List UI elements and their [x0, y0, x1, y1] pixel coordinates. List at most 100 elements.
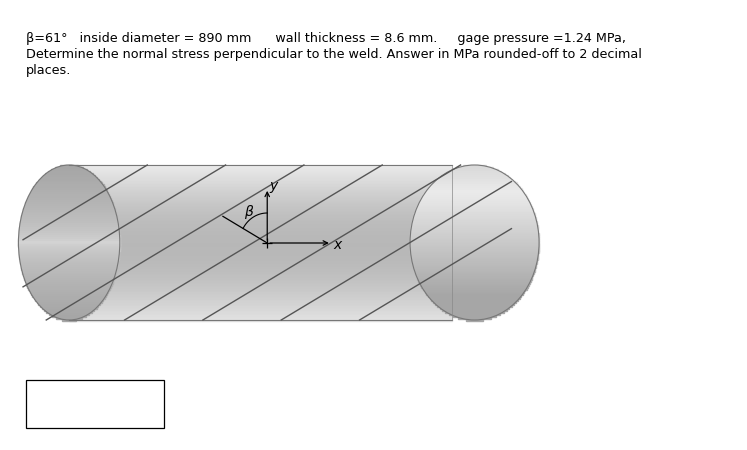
Bar — [466, 318, 483, 320]
Bar — [32, 295, 106, 297]
Bar — [452, 169, 498, 171]
Bar — [416, 210, 533, 212]
Bar — [69, 213, 451, 215]
Bar — [458, 316, 492, 319]
Bar — [430, 297, 520, 299]
Bar — [69, 266, 451, 268]
Bar — [31, 190, 108, 193]
Bar — [69, 281, 451, 284]
Bar — [69, 185, 451, 187]
Bar — [19, 241, 120, 243]
Bar — [414, 216, 536, 218]
Bar — [441, 175, 507, 177]
Bar — [29, 289, 109, 292]
Bar — [69, 241, 451, 243]
Bar — [40, 305, 99, 307]
Bar — [19, 231, 120, 233]
Bar — [22, 268, 117, 270]
Bar — [69, 171, 451, 173]
Bar — [69, 294, 451, 296]
Bar — [410, 233, 539, 235]
Bar — [412, 260, 537, 262]
Bar — [20, 260, 118, 262]
Bar — [19, 225, 119, 228]
Bar — [437, 305, 512, 307]
Bar — [69, 180, 451, 183]
Bar — [24, 277, 114, 280]
Bar — [69, 260, 451, 261]
Bar — [36, 182, 102, 185]
Bar — [69, 314, 451, 316]
Bar — [69, 284, 451, 286]
Bar — [435, 302, 514, 305]
Bar — [69, 278, 451, 280]
Bar — [69, 252, 451, 254]
Bar — [22, 271, 116, 274]
Bar — [30, 291, 108, 293]
Bar — [418, 277, 532, 280]
Bar — [69, 204, 451, 206]
Bar — [410, 248, 539, 251]
Bar — [421, 283, 529, 286]
Bar — [433, 182, 516, 185]
Bar — [29, 194, 109, 197]
Bar — [69, 227, 451, 229]
Bar — [20, 262, 118, 264]
Bar — [69, 269, 451, 271]
Bar — [69, 219, 451, 221]
Bar — [447, 171, 501, 173]
Bar — [412, 225, 538, 228]
Bar — [411, 254, 538, 256]
Bar — [69, 261, 451, 263]
Bar — [69, 300, 451, 302]
Bar — [412, 223, 537, 225]
Bar — [69, 295, 451, 297]
Bar — [69, 270, 451, 272]
Bar — [25, 279, 114, 282]
Bar — [69, 272, 451, 274]
Bar — [416, 274, 533, 276]
Bar — [28, 285, 111, 288]
Bar — [410, 241, 539, 243]
Bar — [69, 205, 451, 207]
Bar — [412, 262, 537, 264]
Bar — [419, 202, 530, 204]
Bar — [21, 217, 117, 220]
Bar — [19, 235, 120, 237]
Bar — [55, 167, 84, 169]
Bar — [51, 169, 87, 171]
Bar — [69, 306, 451, 308]
Bar — [69, 194, 451, 197]
Bar — [19, 238, 120, 241]
Bar — [422, 196, 527, 198]
Bar — [24, 275, 114, 278]
Bar — [69, 222, 451, 225]
Bar — [69, 280, 451, 282]
Bar — [424, 194, 526, 197]
Bar — [42, 306, 96, 309]
Bar — [69, 230, 451, 232]
Bar — [418, 204, 531, 206]
Bar — [25, 204, 114, 206]
Bar — [411, 252, 539, 255]
Bar — [26, 283, 112, 286]
Bar — [411, 227, 538, 230]
Bar — [69, 212, 451, 214]
Bar — [69, 179, 451, 181]
Bar — [19, 237, 120, 239]
Bar — [415, 212, 534, 214]
Bar — [419, 281, 530, 284]
Bar — [22, 212, 116, 214]
Bar — [69, 277, 451, 279]
Bar — [69, 253, 451, 256]
Bar — [69, 168, 451, 170]
Bar — [69, 224, 451, 226]
Bar — [32, 188, 106, 191]
Bar — [19, 243, 120, 245]
Bar — [69, 236, 451, 238]
Bar — [49, 312, 90, 315]
Bar — [19, 252, 120, 255]
Text: places.: places. — [26, 64, 71, 77]
Bar — [69, 238, 451, 240]
Bar — [69, 190, 451, 192]
